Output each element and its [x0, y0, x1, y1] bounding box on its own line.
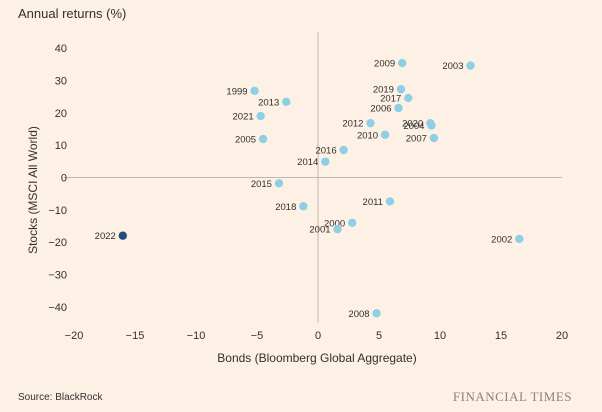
x-tick-label: 5: [376, 330, 382, 342]
point-label-2001: 2001: [309, 225, 330, 236]
x-tick-label: 0: [315, 330, 321, 342]
data-point-2011: [385, 197, 395, 206]
y-tick-label: 20: [55, 108, 67, 120]
point-label-2017: 2017: [380, 93, 401, 104]
point-label-2003: 2003: [442, 61, 463, 72]
y-tick-label: −30: [48, 270, 67, 282]
data-point-2018: [299, 202, 308, 211]
point-label-2005: 2005: [235, 135, 256, 146]
point-label-2007: 2007: [406, 134, 427, 145]
data-point-2022: [118, 231, 128, 240]
x-tick-label: −5: [251, 330, 264, 342]
point-label-2022: 2022: [95, 231, 116, 242]
data-point-2009: [397, 58, 407, 68]
data-point-2010: [380, 130, 390, 140]
point-label-2010: 2010: [357, 130, 378, 141]
data-point-2008: [372, 309, 381, 318]
data-point-2016: [339, 145, 348, 155]
point-label-2013: 2013: [258, 97, 279, 108]
point-label-2000: 2000: [324, 218, 345, 229]
data-point-2014: [321, 157, 330, 166]
x-tick-label: 10: [434, 330, 446, 342]
point-label-2021: 2021: [233, 112, 254, 123]
data-point-2012: [366, 118, 375, 128]
point-label-2020: 2020: [402, 119, 423, 130]
point-label-2008: 2008: [348, 309, 369, 320]
point-label-2016: 2016: [315, 146, 336, 157]
point-label-2019: 2019: [373, 85, 394, 96]
y-axis-title: Stocks (MSCI All World): [26, 126, 40, 254]
point-label-2006: 2006: [370, 103, 391, 114]
data-point-2021: [256, 111, 265, 121]
point-label-2009: 2009: [374, 59, 395, 70]
source-note: Source: BlackRock: [18, 392, 103, 403]
point-label-1999: 1999: [226, 86, 247, 97]
y-tick-label: 30: [55, 76, 67, 88]
y-tick-label: 0: [61, 173, 67, 185]
point-label-2012: 2012: [342, 119, 363, 130]
data-point-2002: [515, 234, 524, 244]
data-point-2007: [429, 133, 439, 143]
point-label-2011: 2011: [363, 197, 383, 208]
x-tick-label: 15: [495, 330, 507, 342]
point-label-2002: 2002: [491, 234, 512, 245]
data-point-2017: [404, 93, 413, 103]
y-tick-label: −40: [48, 302, 67, 314]
data-point-2001: [333, 225, 342, 234]
chart-title: Annual returns (%): [18, 6, 127, 21]
x-tick-label: 20: [556, 330, 568, 342]
data-point-2000: [347, 218, 357, 227]
data-point-2015: [274, 179, 284, 188]
data-point-1999: [250, 86, 259, 96]
x-tick-label: −20: [65, 330, 84, 342]
point-label-2018: 2018: [275, 202, 296, 213]
point-label-2015: 2015: [251, 179, 272, 190]
data-point-2013: [282, 97, 291, 107]
x-tick-label: −10: [187, 330, 206, 342]
x-tick-label: −15: [126, 330, 145, 342]
data-point-2019: [396, 85, 406, 94]
point-label-2014: 2014: [297, 157, 318, 168]
y-tick-label: 40: [55, 43, 67, 55]
brand-logo: FINANCIAL TIMES: [452, 389, 572, 404]
point-label-2004: 2004: [403, 121, 424, 132]
y-tick-label: −20: [48, 237, 67, 249]
data-point-2003: [466, 61, 475, 70]
data-point-2020: [426, 118, 435, 128]
data-point-2006: [394, 103, 403, 113]
data-point-2005: [258, 134, 268, 144]
x-axis-title: Bonds (Bloomberg Global Aggregate): [217, 351, 416, 365]
y-tick-label: −10: [48, 205, 67, 217]
y-tick-label: 10: [55, 140, 67, 152]
